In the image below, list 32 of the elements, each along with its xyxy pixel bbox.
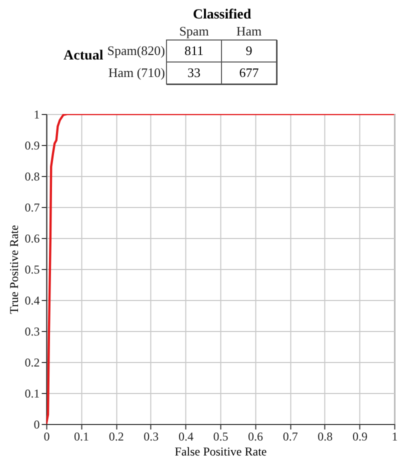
x-tick-label: Ham: [236, 24, 262, 38]
y-tick-label: 0.7: [24, 200, 40, 214]
y-tick-label: 0.3: [24, 324, 40, 338]
x-tick-label: 0.5: [213, 430, 228, 444]
y-axis-title: True Positive Rate: [6, 225, 21, 314]
x-tick-label: 0.9: [352, 430, 368, 444]
y-tick-label: 0.6: [24, 232, 40, 246]
data-label: 677: [239, 65, 260, 80]
y-tick-label: Spam(820): [107, 43, 165, 58]
y-tick-label: 0.4: [24, 294, 40, 308]
x-axis-title: False Positive Rate: [174, 444, 267, 458]
y-tick-label: 0.8: [24, 170, 40, 184]
y-tick-label: 1: [34, 108, 40, 122]
chart-title: Classified: [192, 8, 252, 22]
x-tick-label: 0: [44, 430, 50, 444]
x-tick-label: 0.8: [318, 430, 333, 444]
y-tick-label: 0: [34, 418, 40, 432]
y-tick-label: Ham (710): [108, 65, 165, 80]
y-axis-title: Actual: [64, 48, 104, 64]
data-label: 9: [246, 43, 252, 58]
data-label: 33: [188, 65, 200, 80]
x-tick-label: 0.4: [178, 430, 194, 444]
x-tick-label: Spam: [179, 24, 209, 38]
x-tick-label: 0.7: [282, 430, 298, 444]
x-tick-label: 1: [392, 430, 398, 444]
data-label: 811: [184, 43, 204, 58]
y-tick-label: 0.5: [24, 262, 40, 276]
x-tick-label: 0.1: [74, 430, 90, 444]
x-tick-label: 0.6: [248, 430, 264, 444]
y-tick-label: 0.2: [24, 356, 40, 370]
y-tick-label: 0.1: [24, 386, 40, 400]
y-tick-label: 0.9: [24, 138, 40, 152]
